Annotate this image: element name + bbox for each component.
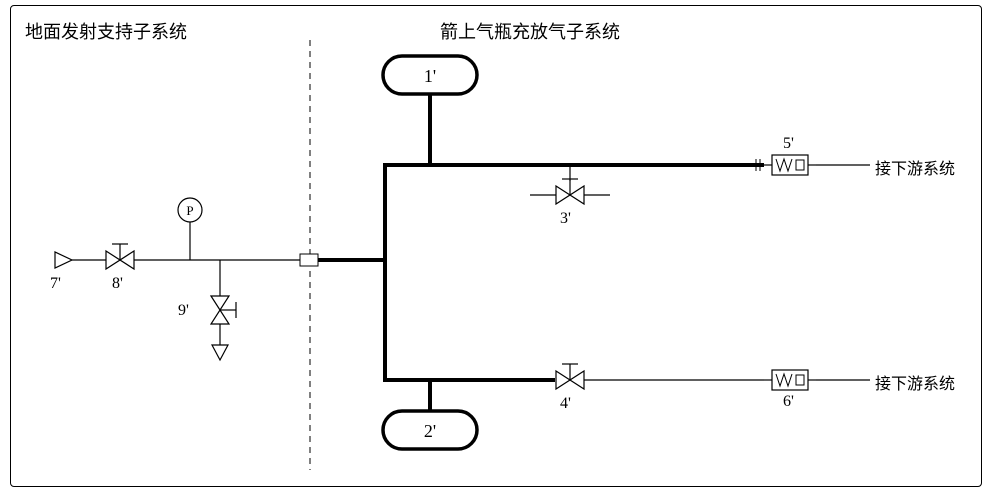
valve-8-icon (106, 244, 134, 269)
valve-3-icon (556, 179, 584, 204)
title-left: 地面发射支持子系统 (25, 18, 187, 44)
label-6: 6' (783, 393, 794, 411)
downstream-1-label: 接下游系统 (875, 155, 955, 179)
label-8: 8' (112, 275, 123, 293)
tank-2-label: 2' (424, 421, 436, 441)
pressure-gauge-label: P (186, 203, 193, 218)
regulator-6-icon (764, 370, 816, 390)
downstream-2-label: 接下游系统 (875, 370, 955, 394)
connector-icon (300, 254, 318, 266)
regulator-5-icon (764, 155, 816, 175)
tank-1-label: 1' (424, 66, 436, 86)
title-right: 箭上气瓶充放气子系统 (440, 18, 620, 44)
valve-9-icon (211, 296, 236, 324)
diagram-canvas: P 1' 2' 地面发射支持子系统 箭上气瓶充放气子系统 3' 4' 5' 6'… (0, 0, 1000, 500)
schematic-svg: P 1' 2' (0, 0, 1000, 500)
label-4: 4' (560, 395, 571, 413)
label-9: 9' (178, 302, 189, 320)
label-3: 3' (560, 210, 571, 228)
label-7: 7' (50, 275, 61, 293)
inlet-arrow-icon (55, 252, 72, 268)
drain-arrow-icon (212, 345, 228, 360)
valve-4-icon (556, 364, 584, 389)
label-5: 5' (783, 135, 794, 153)
